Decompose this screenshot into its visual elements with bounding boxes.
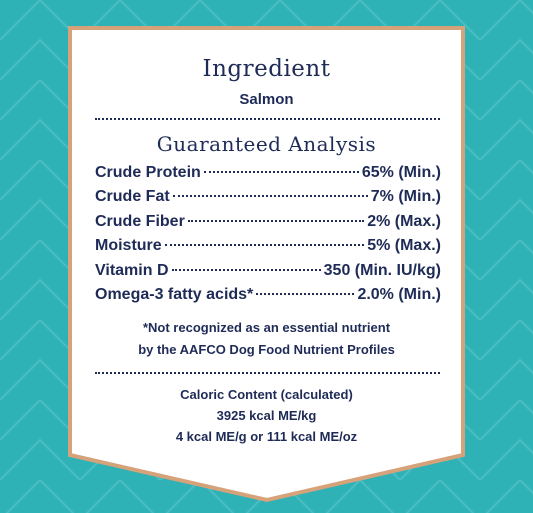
analysis-row: Moisture 5% (Max.) bbox=[95, 237, 441, 261]
analysis-title: Guaranteed Analysis bbox=[156, 132, 377, 156]
nutrient-value: 2% (Max.) bbox=[367, 212, 441, 230]
nutrient-name: Crude Fiber bbox=[95, 212, 185, 230]
ingredient-title: Ingredient bbox=[202, 56, 331, 82]
footnote: *Not recognized as an essential nutrient bbox=[142, 320, 391, 335]
nutrient-name: Moisture bbox=[95, 237, 162, 255]
leader-dots bbox=[203, 171, 359, 173]
nutrient-value: 65% (Min.) bbox=[361, 164, 441, 181]
leader-dots bbox=[171, 268, 321, 271]
leader-dots bbox=[187, 219, 365, 222]
analysis-rows: Crude Protein 65% (Min.) Crude Fat 7% (Min.… bbox=[95, 164, 441, 310]
nutrient-value: 7% (Min.) bbox=[370, 188, 441, 206]
nutrient-value: 2.0% (Min.) bbox=[357, 285, 441, 303]
calories: Caloric Content (calculated) bbox=[180, 387, 353, 402]
analysis-row: Crude Fiber 2% (Max.) bbox=[95, 213, 441, 237]
leader-dots bbox=[256, 292, 355, 295]
nutrient-name: Vitamin D bbox=[95, 261, 169, 279]
calories: 3925 kcal ME/kg bbox=[216, 408, 317, 423]
analysis-row: Omega-3 fatty acids* 2.0% (Min.) bbox=[95, 286, 441, 310]
nutrient-name: Crude Fat bbox=[95, 188, 170, 206]
nutrient-name: Crude Protein bbox=[95, 164, 201, 181]
footnote: by the AAFCO Dog Food Nutrient Profiles bbox=[138, 342, 395, 357]
calories: 4 kcal ME/g or 111 kcal ME/oz bbox=[175, 429, 358, 444]
analysis-row: Crude Protein 65% (Min.) bbox=[95, 164, 441, 188]
analysis-row: Vitamin D 350 (Min. IU/kg) bbox=[95, 262, 441, 286]
divider bbox=[95, 372, 440, 374]
analysis-row: Crude Fat 7% (Min.) bbox=[95, 188, 441, 212]
nutrient-value: 350 (Min. IU/kg) bbox=[323, 261, 441, 279]
leader-dots bbox=[164, 244, 365, 247]
nutrient-name: Omega-3 fatty acids* bbox=[95, 285, 254, 303]
nutrient-value: 5% (Max.) bbox=[367, 237, 441, 255]
ingredient: Salmon bbox=[239, 91, 294, 108]
leader-dots bbox=[172, 195, 368, 198]
label-panel bbox=[68, 26, 465, 503]
divider bbox=[95, 118, 440, 120]
